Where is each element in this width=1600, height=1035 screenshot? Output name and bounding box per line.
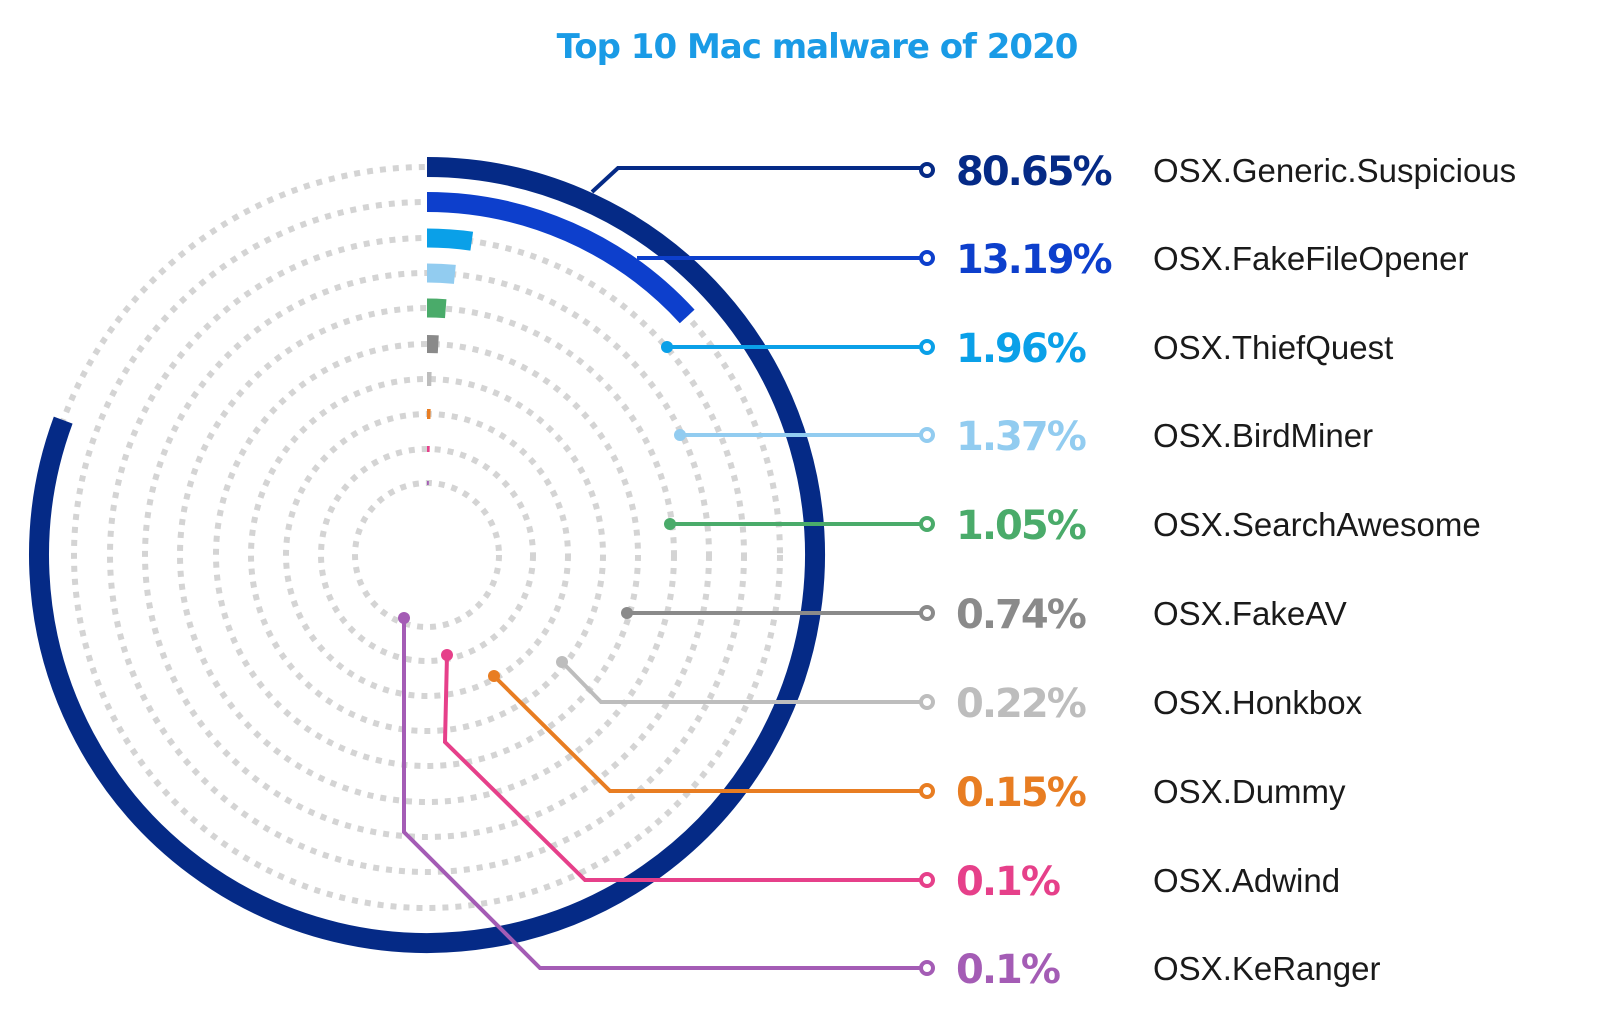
leader-start-dot (674, 429, 686, 441)
track-ring (142, 270, 712, 840)
legend-name: OSX.KeRanger (1153, 950, 1380, 987)
bar-osx-thiefquest (426, 228, 474, 251)
legend-percent: 0.22% (956, 681, 1086, 727)
legend-percent: 80.65% (956, 149, 1112, 195)
legend: 80.65% OSX.Generic.Suspicious 13.19% OSX.Fa… (956, 149, 1516, 993)
leader-start-dot (661, 341, 673, 353)
leader-start-dot (398, 612, 410, 624)
leader-line (402, 618, 921, 970)
leader-end-dot (919, 694, 935, 710)
leader-end-dot (919, 516, 935, 532)
legend-name: OSX.FakeFileOpener (1153, 240, 1468, 277)
chart-title: Top 10 Mac malware of 2020 (557, 27, 1078, 67)
track-ring (248, 376, 606, 734)
leader-start-dot (488, 670, 500, 682)
legend-percent: 1.05% (956, 503, 1086, 549)
legend-percent: 1.96% (956, 326, 1086, 372)
track-ring (352, 480, 502, 630)
track-ring (177, 305, 677, 805)
legend-name: OSX.SearchAwesome (1153, 506, 1481, 543)
leader-line (590, 166, 921, 194)
leader-end-dot (919, 783, 935, 799)
legend-name: OSX.Dummy (1153, 773, 1346, 810)
leader-end-dot (919, 339, 935, 355)
leader-start-dot (664, 518, 676, 530)
bars (29, 157, 825, 953)
leader-line (492, 674, 921, 793)
legend-name: OSX.Adwind (1153, 862, 1340, 899)
bar-osx-generic-suspicious (29, 157, 825, 953)
leader-lines (398, 162, 935, 976)
leader-end-dot (919, 960, 935, 976)
leader-start-dot (621, 607, 633, 619)
track-ring (213, 341, 641, 769)
legend-name: OSX.Generic.Suspicious (1153, 152, 1516, 189)
leader-end-dot (919, 605, 935, 621)
bar-osx-fakefileopener (426, 192, 695, 324)
leader-line (560, 660, 921, 704)
leader-end-dot (919, 427, 935, 443)
leader-end-dot (919, 250, 935, 266)
legend-name: OSX.Honkbox (1153, 684, 1363, 721)
legend-percent: 0.1% (956, 947, 1060, 993)
legend-percent: 13.19% (956, 237, 1112, 283)
leader-start-dot (441, 649, 453, 661)
leader-line (442, 654, 921, 882)
legend-name: OSX.ThiefQuest (1153, 329, 1393, 366)
legend-percent: 0.15% (956, 770, 1086, 816)
legend-percent: 1.37% (956, 414, 1086, 460)
legend-percent: 0.74% (956, 592, 1086, 638)
bar-osx-searchawesome (426, 298, 447, 319)
leader-start-dot (556, 656, 568, 668)
legend-name: OSX.BirdMiner (1153, 417, 1373, 454)
legend-name: OSX.FakeAV (1153, 595, 1347, 632)
track-ring (71, 199, 783, 911)
bar-osx-birdminer (426, 263, 456, 284)
leader-end-dot (919, 872, 935, 888)
track-ring (107, 235, 747, 875)
leader-end-dot (919, 162, 935, 178)
track-ring (283, 411, 571, 699)
legend-percent: 0.1% (956, 859, 1060, 905)
